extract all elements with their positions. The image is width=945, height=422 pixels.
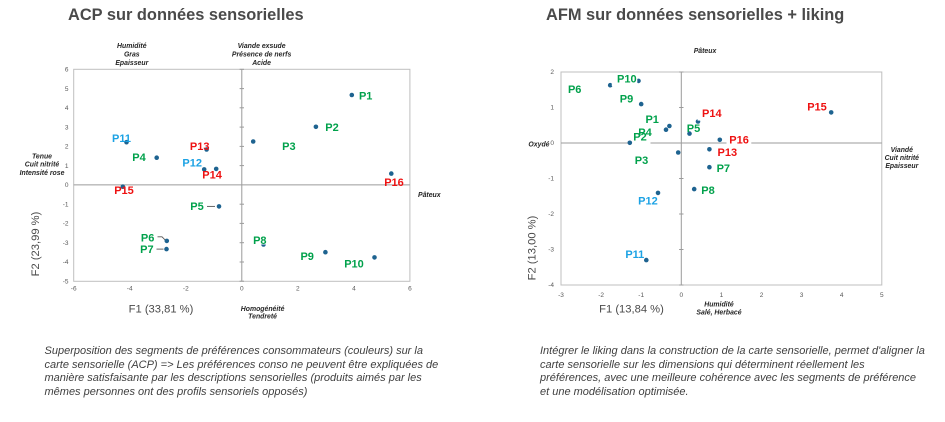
svg-text:2: 2 — [550, 69, 554, 76]
svg-text:Tendreté: Tendreté — [248, 313, 277, 320]
svg-text:Epaisseur: Epaisseur — [885, 163, 918, 170]
svg-text:Epaisseur: Epaisseur — [115, 60, 148, 67]
svg-text:P11: P11 — [625, 249, 644, 261]
svg-text:2: 2 — [760, 292, 764, 299]
svg-text:P15: P15 — [114, 185, 134, 197]
svg-text:Humidité: Humidité — [117, 43, 147, 50]
svg-text:F2 (23,99 %): F2 (23,99 %) — [30, 211, 42, 276]
svg-text:F1 (13,84 %): F1 (13,84 %) — [599, 304, 664, 316]
svg-text:-3: -3 — [558, 292, 564, 299]
svg-text:-2: -2 — [63, 221, 69, 228]
svg-text:Salé, Herbacé: Salé, Herbacé — [696, 310, 741, 317]
svg-text:-1: -1 — [63, 201, 69, 208]
svg-text:P5: P5 — [687, 123, 700, 135]
svg-text:-4: -4 — [548, 282, 554, 289]
svg-text:P7: P7 — [717, 163, 730, 175]
svg-text:-2: -2 — [183, 286, 189, 293]
svg-text:Homogénéité: Homogénéité — [241, 306, 285, 313]
svg-text:P11: P11 — [112, 133, 131, 145]
svg-text:P14: P14 — [202, 170, 222, 182]
svg-text:-4: -4 — [127, 286, 133, 293]
svg-text:P13: P13 — [718, 147, 738, 159]
svg-text:P12: P12 — [182, 157, 202, 169]
svg-text:Présence de nerfs: Présence de nerfs — [232, 52, 292, 59]
svg-text:Humidité: Humidité — [704, 302, 734, 309]
svg-text:Viandé: Viandé — [891, 147, 914, 154]
svg-text:5: 5 — [880, 292, 884, 299]
svg-text:P13: P13 — [190, 141, 210, 153]
svg-text:Intensité rose: Intensité rose — [20, 170, 65, 177]
svg-text:0: 0 — [550, 140, 554, 147]
svg-text:3: 3 — [65, 124, 69, 131]
svg-text:P6: P6 — [141, 233, 154, 245]
svg-text:-1: -1 — [548, 176, 554, 183]
svg-text:-2: -2 — [598, 292, 604, 299]
svg-text:P15: P15 — [807, 101, 827, 113]
svg-text:P3: P3 — [282, 141, 295, 153]
svg-text:P16: P16 — [729, 134, 749, 146]
svg-text:F1 (33,81 %): F1 (33,81 %) — [129, 304, 194, 316]
svg-text:4: 4 — [65, 105, 69, 112]
svg-text:1: 1 — [720, 292, 724, 299]
svg-text:2: 2 — [65, 144, 69, 151]
svg-text:P9: P9 — [620, 93, 633, 105]
svg-text:-2: -2 — [548, 211, 554, 218]
svg-text:P5: P5 — [190, 201, 203, 213]
svg-text:Cuit nitrité: Cuit nitrité — [885, 155, 920, 162]
svg-text:F2 (13,00 %): F2 (13,00 %) — [527, 215, 539, 280]
svg-text:P14: P14 — [702, 108, 722, 120]
svg-text:P12: P12 — [638, 195, 658, 207]
svg-text:Pâteux: Pâteux — [694, 48, 718, 55]
svg-text:4: 4 — [840, 292, 844, 299]
svg-text:P2: P2 — [325, 122, 338, 134]
svg-text:Gras: Gras — [124, 52, 140, 59]
svg-text:P9: P9 — [300, 251, 313, 263]
svg-text:2: 2 — [296, 286, 300, 293]
svg-text:-3: -3 — [548, 247, 554, 254]
svg-text:-6: -6 — [71, 286, 77, 293]
svg-text:Acide: Acide — [251, 60, 271, 67]
svg-text:P2: P2 — [633, 131, 646, 143]
svg-text:P1: P1 — [645, 114, 658, 126]
svg-text:Oxydé: Oxydé — [528, 141, 549, 148]
svg-text:-4: -4 — [63, 259, 69, 266]
svg-text:P8: P8 — [253, 235, 266, 247]
svg-text:Viande exsude: Viande exsude — [238, 43, 286, 50]
svg-text:3: 3 — [800, 292, 804, 299]
svg-text:P8: P8 — [701, 185, 714, 197]
svg-text:-5: -5 — [63, 278, 69, 285]
svg-text:P7: P7 — [140, 244, 153, 256]
svg-text:5: 5 — [65, 86, 69, 93]
svg-text:1: 1 — [550, 105, 554, 112]
svg-text:P6: P6 — [568, 84, 581, 96]
svg-text:Pâteux: Pâteux — [418, 192, 442, 199]
svg-text:P4: P4 — [132, 152, 146, 164]
svg-text:0: 0 — [679, 292, 683, 299]
svg-text:Cuit nitrité: Cuit nitrité — [25, 162, 60, 169]
svg-text:-3: -3 — [63, 240, 69, 247]
svg-text:6: 6 — [65, 67, 69, 74]
svg-text:-1: -1 — [638, 292, 644, 299]
svg-text:6: 6 — [408, 286, 412, 293]
svg-text:P16: P16 — [384, 177, 404, 189]
svg-text:P10: P10 — [617, 73, 637, 85]
svg-text:0: 0 — [65, 182, 69, 189]
svg-text:Tenue: Tenue — [32, 154, 52, 161]
svg-text:P1: P1 — [359, 90, 372, 102]
svg-text:P3: P3 — [635, 155, 648, 167]
svg-text:4: 4 — [352, 286, 356, 293]
svg-text:P10: P10 — [344, 258, 364, 270]
svg-text:P4: P4 — [638, 127, 652, 139]
svg-text:1: 1 — [65, 163, 69, 170]
svg-text:0: 0 — [240, 286, 244, 293]
